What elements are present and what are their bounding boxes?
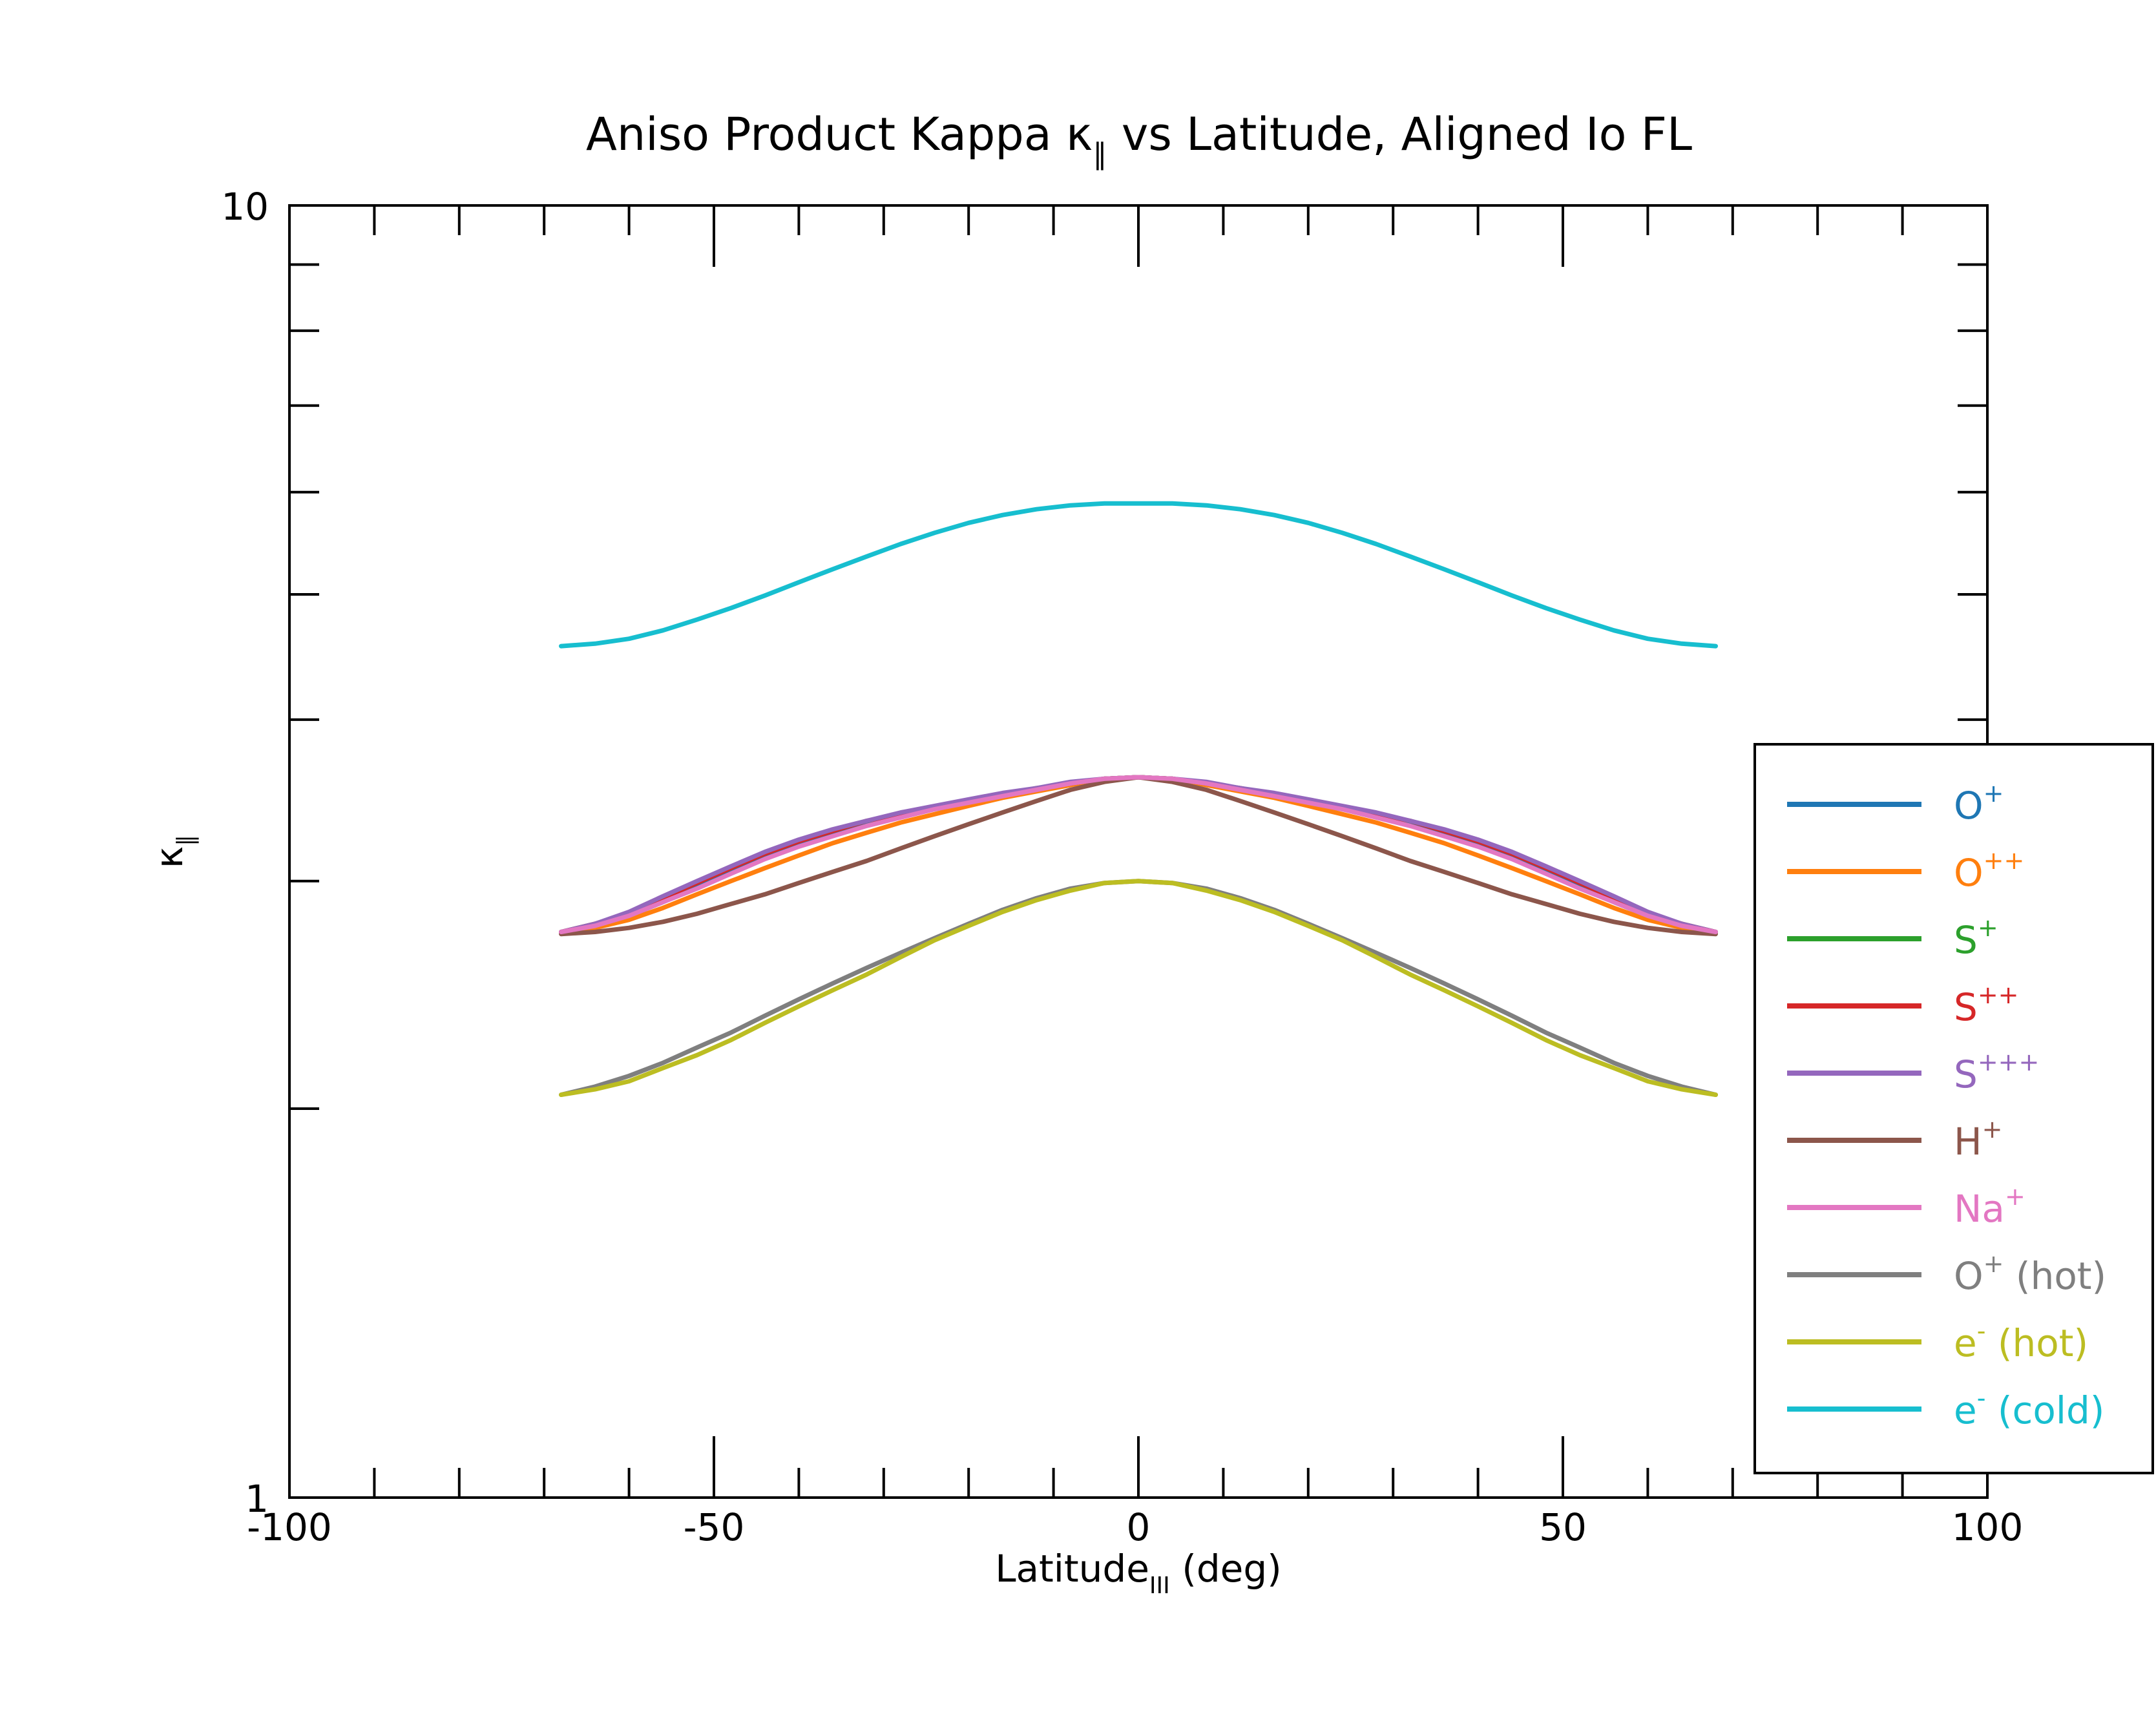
x-axis-label: LatitudeIII (deg) [995,1547,1282,1599]
legend-label: S+++ [1954,1048,2039,1096]
x-tick-label: 100 [1952,1505,2024,1549]
legend-label: e- (hot) [1954,1317,2088,1365]
plot-area [288,204,1989,1499]
series-line [559,775,1718,934]
series-line [559,775,1718,934]
legend-label: O+ [1954,779,2004,828]
x-tick-labels: -100 -50 0 50 100 [247,1505,2023,1549]
axis-ticks [289,205,1987,1498]
series-line [559,879,1718,1097]
legend-label: e- (cold) [1954,1384,2104,1432]
x-tick-label: -100 [247,1505,332,1549]
legend-label: S+ [1954,914,1998,962]
series-line [559,879,1718,1097]
legend: O+ O++ S+ S++ S+++ H+ Na+ O+ (hot) e- (hot) e- (c… [1753,743,2154,1474]
legend-label: O+ (hot) [1954,1249,2106,1298]
y-tick-label: 1 [245,1477,269,1521]
series-line [559,775,1718,934]
legend-label: H+ [1954,1115,2002,1164]
series-line [559,775,1718,934]
legend-label: S++ [1954,981,2019,1029]
series-line [559,775,1718,934]
series-line [559,775,1718,934]
x-tick-label: 50 [1539,1505,1587,1549]
legend-box [1753,743,2154,1474]
series-line [559,501,1718,649]
legend-label: O++ [1954,846,2024,895]
x-tick-label: 0 [1127,1505,1151,1549]
y-tick-labels: 1 10 [221,185,269,1521]
series-lines [559,501,1718,1097]
x-tick-label: -50 [684,1505,745,1549]
legend-label: Na+ [1954,1182,2025,1231]
series-line [559,775,1718,937]
chart-title: Aniso Product Kappa κ∥ vs Latitude, Alig… [586,108,1692,171]
y-tick-label: 10 [221,185,269,229]
y-axis-label: κ∥ [147,835,200,868]
